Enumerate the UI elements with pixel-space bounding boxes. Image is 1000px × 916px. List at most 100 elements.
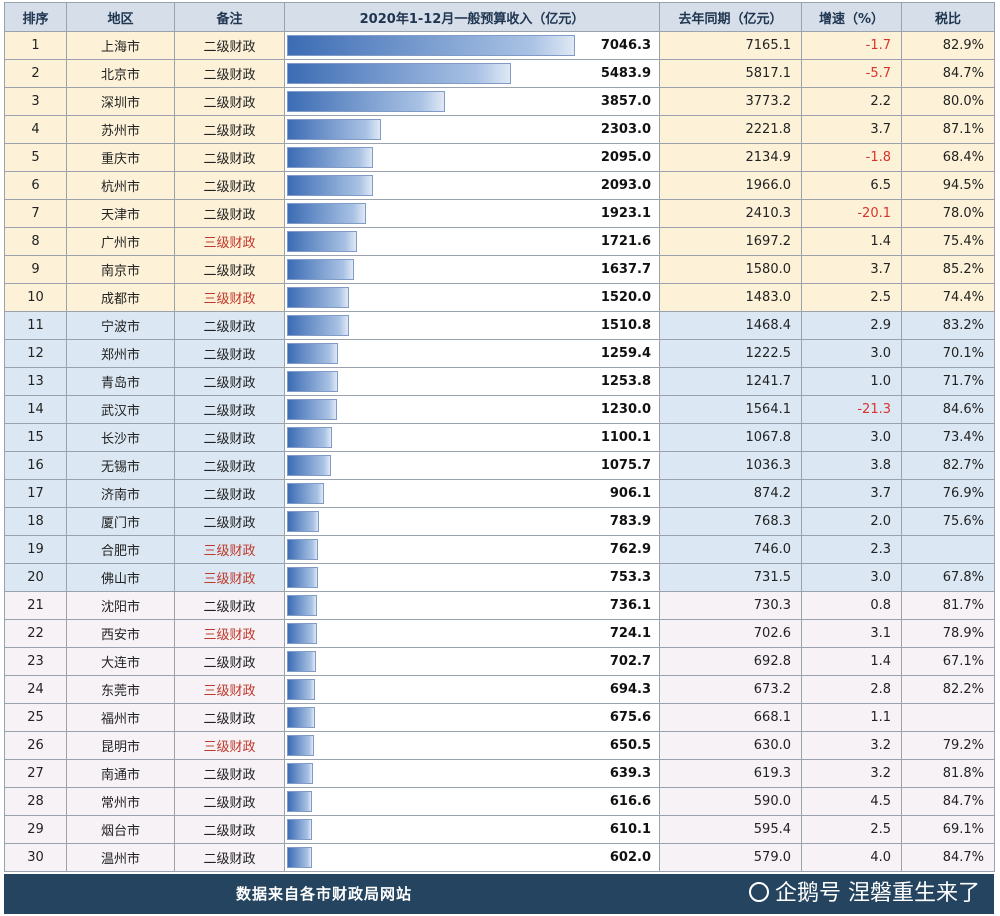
note-cell: 二级财政 (174, 199, 285, 228)
prev-cell: 579.0 (659, 843, 802, 872)
revenue-bar (287, 63, 511, 84)
prev-cell: 5817.1 (659, 59, 802, 88)
growth-cell: 2.5 (801, 283, 902, 312)
revenue-bar (287, 203, 366, 224)
note-cell: 二级财政 (174, 339, 285, 368)
table-row: 10 成都市 三级财政 1520.0 1483.0 2.5 74.4% (4, 283, 995, 312)
prev-cell: 619.3 (659, 759, 802, 788)
table-row: 1 上海市 二级财政 7046.3 7165.1 -1.7 82.9% (4, 31, 995, 60)
rank-cell: 7 (4, 199, 67, 228)
note-cell: 二级财政 (174, 703, 285, 732)
revenue-bar (287, 259, 354, 280)
rank-cell: 18 (4, 507, 67, 536)
revenue-bar (287, 35, 575, 56)
city-cell: 南通市 (66, 759, 175, 788)
footer-bar: 数据来自各市财政局网站 企鹅号 涅磐重生来了 (4, 874, 994, 914)
city-cell: 常州市 (66, 787, 175, 816)
revenue-value-label: 616.6 (609, 794, 651, 809)
table-row: 24 东莞市 三级财政 694.3 673.2 2.8 82.2% (4, 675, 995, 704)
table-row: 26 昆明市 三级财政 650.5 630.0 3.2 79.2% (4, 731, 995, 760)
header-prev: 去年同期（亿元） (659, 2, 802, 32)
rank-cell: 1 (4, 31, 67, 60)
tax-cell: 67.1% (901, 647, 995, 676)
revenue-value-label: 1923.1 (600, 206, 651, 221)
city-cell: 天津市 (66, 199, 175, 228)
growth-cell: 3.8 (801, 451, 902, 480)
revenue-bar (287, 231, 357, 252)
city-cell: 苏州市 (66, 115, 175, 144)
growth-cell: 4.5 (801, 787, 902, 816)
revenue-value-label: 1100.1 (600, 430, 651, 445)
revenue-value-label: 675.6 (609, 710, 651, 725)
prev-cell: 2221.8 (659, 115, 802, 144)
revenue-bar-cell: 610.1 (284, 815, 660, 844)
revenue-value-label: 639.3 (609, 766, 651, 781)
table-row: 16 无锡市 二级财政 1075.7 1036.3 3.8 82.7% (4, 451, 995, 480)
city-cell: 温州市 (66, 843, 175, 872)
revenue-value-label: 1510.8 (600, 318, 651, 333)
revenue-value-label: 2093.0 (600, 178, 651, 193)
revenue-bar-cell: 1259.4 (284, 339, 660, 368)
revenue-bar-cell: 1721.6 (284, 227, 660, 256)
revenue-bar (287, 287, 349, 308)
revenue-bar-cell: 616.6 (284, 787, 660, 816)
revenue-value-label: 7046.3 (600, 38, 651, 53)
revenue-bar-cell: 7046.3 (284, 31, 660, 60)
rank-cell: 3 (4, 87, 67, 116)
table-row: 19 合肥市 三级财政 762.9 746.0 2.3 (4, 535, 995, 564)
revenue-value-label: 906.1 (609, 486, 651, 501)
revenue-value-label: 3857.0 (600, 94, 651, 109)
revenue-value-label: 694.3 (609, 682, 651, 697)
growth-cell: 3.1 (801, 619, 902, 648)
revenue-bar-cell: 1510.8 (284, 311, 660, 340)
note-cell: 三级财政 (174, 619, 285, 648)
growth-cell: 3.0 (801, 423, 902, 452)
note-cell: 二级财政 (174, 87, 285, 116)
rank-cell: 23 (4, 647, 67, 676)
revenue-bar (287, 147, 373, 168)
tax-cell: 82.7% (901, 451, 995, 480)
note-cell: 二级财政 (174, 395, 285, 424)
header-growth: 增速（%） (801, 2, 902, 32)
prev-cell: 590.0 (659, 787, 802, 816)
table-row: 9 南京市 二级财政 1637.7 1580.0 3.7 85.2% (4, 255, 995, 284)
city-cell: 济南市 (66, 479, 175, 508)
note-cell: 二级财政 (174, 647, 285, 676)
header-note: 备注 (174, 2, 285, 32)
note-cell: 二级财政 (174, 171, 285, 200)
city-cell: 大连市 (66, 647, 175, 676)
revenue-bar (287, 735, 314, 756)
city-cell: 昆明市 (66, 731, 175, 760)
rank-cell: 29 (4, 815, 67, 844)
rank-cell: 22 (4, 619, 67, 648)
header-rank: 排序 (4, 2, 67, 32)
revenue-bar (287, 175, 373, 196)
revenue-bar-cell: 1075.7 (284, 451, 660, 480)
rank-cell: 10 (4, 283, 67, 312)
city-cell: 长沙市 (66, 423, 175, 452)
header-city: 地区 (66, 2, 175, 32)
growth-cell: 3.7 (801, 255, 902, 284)
prev-cell: 731.5 (659, 563, 802, 592)
tax-cell: 83.2% (901, 311, 995, 340)
table-row: 5 重庆市 二级财政 2095.0 2134.9 -1.8 68.4% (4, 143, 995, 172)
table-row: 28 常州市 二级财政 616.6 590.0 4.5 84.7% (4, 787, 995, 816)
prev-cell: 1222.5 (659, 339, 802, 368)
prev-cell: 1241.7 (659, 367, 802, 396)
prev-cell: 1483.0 (659, 283, 802, 312)
revenue-bar-cell: 724.1 (284, 619, 660, 648)
revenue-value-label: 724.1 (609, 626, 651, 641)
revenue-bar (287, 91, 445, 112)
table-row: 17 济南市 二级财政 906.1 874.2 3.7 76.9% (4, 479, 995, 508)
table-row: 25 福州市 二级财政 675.6 668.1 1.1 (4, 703, 995, 732)
header-tax: 税比 (901, 2, 995, 32)
city-cell: 杭州市 (66, 171, 175, 200)
revenue-bar-cell: 1230.0 (284, 395, 660, 424)
growth-cell: 2.5 (801, 815, 902, 844)
revenue-bar (287, 819, 312, 840)
revenue-value-label: 650.5 (609, 738, 651, 753)
tax-cell: 73.4% (901, 423, 995, 452)
rank-cell: 17 (4, 479, 67, 508)
growth-cell: 3.0 (801, 563, 902, 592)
city-cell: 宁波市 (66, 311, 175, 340)
